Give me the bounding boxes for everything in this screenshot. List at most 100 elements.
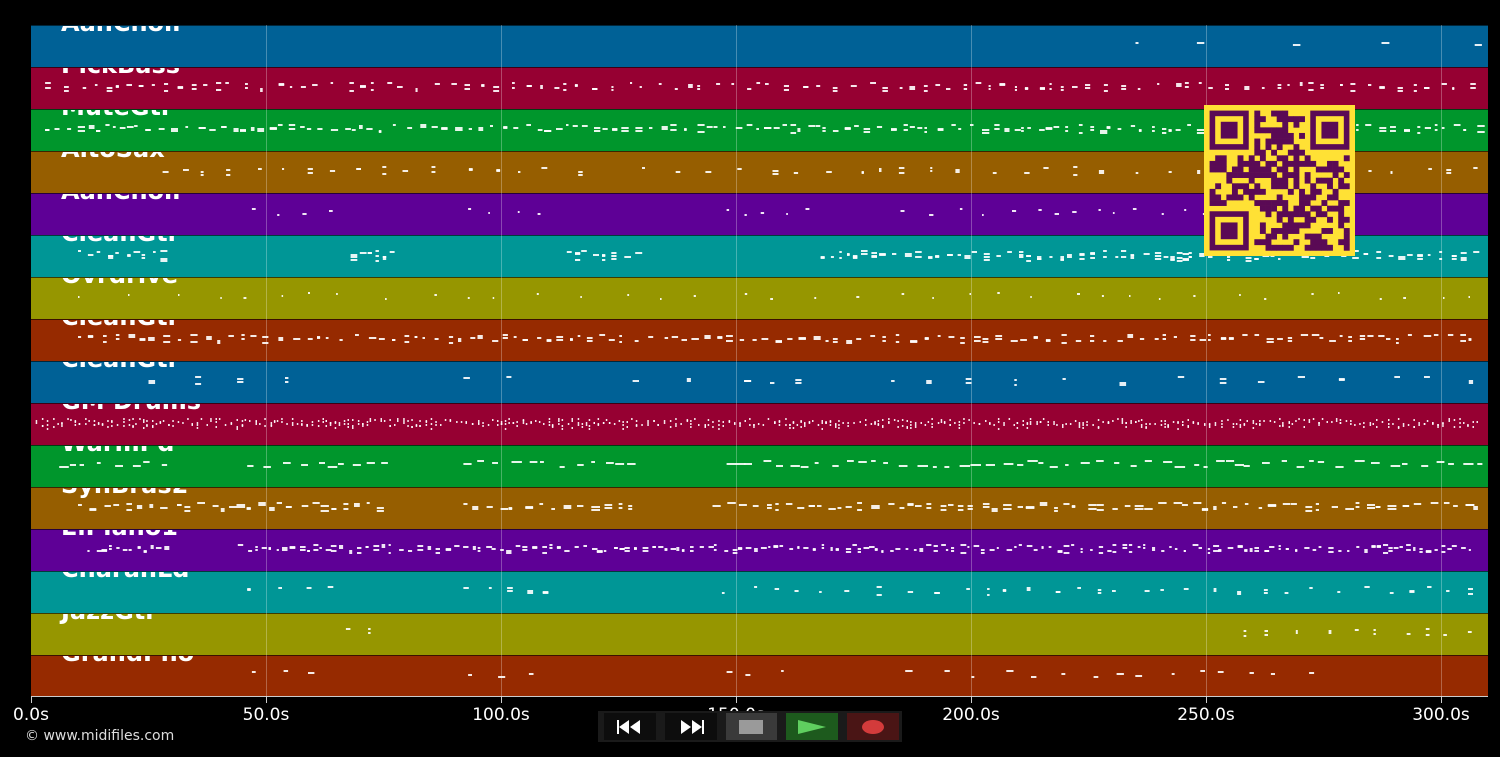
note <box>1221 502 1227 504</box>
note <box>268 548 271 550</box>
record-button[interactable] <box>847 713 899 740</box>
stop-button[interactable] <box>725 713 778 740</box>
note <box>1174 548 1178 550</box>
note <box>1388 547 1393 549</box>
note <box>1071 506 1076 508</box>
note <box>797 507 805 509</box>
note <box>971 251 977 253</box>
note <box>1227 419 1229 421</box>
note <box>1145 423 1147 425</box>
note <box>1291 423 1294 425</box>
note <box>982 129 990 131</box>
note <box>143 421 145 423</box>
note <box>471 423 474 425</box>
track-lane[interactable]: ElPiano1 <box>31 529 1488 571</box>
note <box>1080 551 1083 553</box>
track-notes <box>1135 42 1482 46</box>
note <box>301 424 303 426</box>
note <box>1152 549 1156 551</box>
note <box>1378 335 1385 337</box>
rewind-button[interactable] <box>604 713 656 740</box>
note <box>790 132 797 134</box>
fast-forward-button[interactable] <box>664 713 717 740</box>
note <box>618 507 623 509</box>
note <box>1297 376 1305 378</box>
note <box>820 257 825 259</box>
play-button[interactable] <box>786 713 839 740</box>
track-lane[interactable]: GM Drums <box>31 403 1488 445</box>
note <box>767 504 772 506</box>
note <box>915 256 922 258</box>
track-lane[interactable]: CleanGtr <box>31 361 1488 403</box>
note <box>1443 297 1445 299</box>
note <box>1258 507 1263 509</box>
note <box>1143 253 1150 255</box>
note <box>143 461 150 463</box>
note <box>931 423 933 425</box>
note <box>1072 86 1078 88</box>
note <box>1121 256 1127 258</box>
note <box>537 213 541 215</box>
note <box>641 424 643 426</box>
note <box>394 424 396 426</box>
note <box>1190 339 1196 341</box>
track-lane[interactable]: WarmPd <box>31 445 1488 487</box>
note <box>1243 635 1247 637</box>
note <box>1021 127 1024 129</box>
note <box>965 378 972 380</box>
note <box>904 253 912 255</box>
note <box>343 508 349 510</box>
track-lane[interactable]: Ovrdrive <box>31 277 1488 319</box>
track-lane[interactable]: PickBass <box>31 67 1488 109</box>
note <box>578 174 583 176</box>
note <box>756 128 759 130</box>
track-name: PickBass <box>61 68 180 79</box>
note <box>1121 418 1124 420</box>
note <box>1025 507 1035 509</box>
note <box>1419 548 1423 550</box>
track-lane[interactable]: CleanGtr <box>31 319 1488 361</box>
note <box>997 292 1000 294</box>
note <box>561 419 564 421</box>
note <box>681 339 687 341</box>
note <box>905 670 913 672</box>
track-lane[interactable]: AahChoir <box>31 25 1488 67</box>
note <box>585 422 588 424</box>
note <box>1468 593 1473 595</box>
note <box>821 422 823 424</box>
note <box>354 505 360 507</box>
note <box>969 293 971 295</box>
note <box>571 420 573 422</box>
note <box>370 89 374 91</box>
note <box>101 423 104 425</box>
note <box>1067 254 1072 256</box>
note <box>382 256 387 258</box>
note <box>577 418 580 420</box>
note <box>128 424 131 426</box>
track-lane[interactable]: JazzGtr <box>31 613 1488 655</box>
note <box>1164 426 1166 428</box>
track-lane[interactable]: GrandPno <box>31 655 1488 697</box>
note <box>1187 425 1189 427</box>
note <box>775 503 779 505</box>
note <box>1426 420 1429 422</box>
note <box>657 424 659 426</box>
track-lane[interactable]: SynBras2 <box>31 487 1488 529</box>
note <box>1047 424 1049 426</box>
note <box>282 549 288 551</box>
note <box>35 420 38 422</box>
note <box>1245 257 1252 259</box>
note <box>1090 549 1093 551</box>
note <box>857 509 862 511</box>
note <box>434 83 440 85</box>
note <box>1138 130 1142 132</box>
note <box>1128 551 1133 553</box>
note <box>148 339 155 341</box>
track-lane[interactable]: CharanLd <box>31 571 1488 613</box>
track-name: WarmPd <box>61 446 174 457</box>
note <box>45 82 51 84</box>
note <box>882 340 886 342</box>
note <box>300 549 306 551</box>
note <box>1277 338 1283 340</box>
note <box>907 504 914 506</box>
